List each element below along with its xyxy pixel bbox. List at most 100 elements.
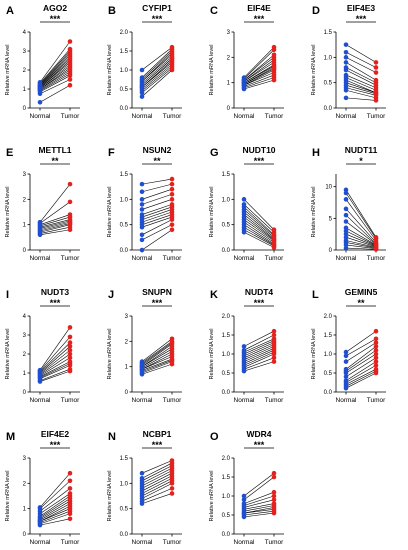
tumor-point: [169, 176, 175, 182]
normal-point: [343, 95, 349, 101]
y-axis-label: Relative mRNA level: [107, 329, 113, 380]
pair-line: [345, 79, 377, 94]
y-tick-label: 0: [23, 532, 27, 538]
normal-point: [241, 347, 247, 353]
y-tick-label: 1.0: [120, 68, 129, 74]
pair-line: [345, 67, 377, 83]
tumor-point: [67, 344, 73, 349]
y-axis-label: Relative mRNA level: [311, 45, 317, 96]
y-axis-label: Relative mRNA level: [209, 45, 215, 96]
y-tick-label: 0: [227, 106, 231, 112]
pair-line: [39, 480, 71, 509]
pair-line: [243, 351, 275, 366]
pair-line: [141, 50, 173, 80]
normal-point: [139, 181, 145, 187]
y-tick-label: 1.5: [324, 333, 333, 339]
pair-line: [39, 493, 71, 514]
y-tick-label: 4: [23, 314, 27, 320]
normal-point: [343, 212, 349, 218]
pair-line: [141, 209, 173, 220]
y-tick-label: 3: [227, 30, 231, 36]
tumor-point: [169, 336, 175, 342]
y-tick-label: 2.0: [222, 314, 231, 320]
pair-line: [141, 480, 173, 497]
pair-line: [39, 498, 71, 518]
pair-line: [141, 460, 173, 474]
tumor-point: [373, 70, 379, 75]
tumor-point: [373, 336, 379, 342]
tumor-point: [271, 227, 277, 233]
y-tick-label: 0.0: [222, 248, 231, 254]
tumor-point: [169, 222, 175, 227]
normal-point: [139, 207, 145, 212]
panel-letter: O: [210, 431, 219, 443]
y-axis-label: Relative mRNA level: [311, 329, 317, 380]
significance-label: ***: [50, 298, 61, 308]
significance-label: ***: [50, 440, 61, 450]
pair-line: [141, 356, 173, 370]
tumor-point: [67, 470, 73, 476]
y-tick-label: 0: [23, 390, 27, 396]
normal-point: [343, 190, 349, 196]
pair-line: [39, 226, 71, 234]
pair-line: [39, 357, 71, 377]
x-category-label: Tumor: [61, 397, 80, 404]
y-tick-label: 1: [125, 365, 129, 371]
pair-line: [243, 348, 275, 362]
pair-line: [243, 330, 275, 347]
pair-line: [141, 493, 173, 504]
y-tick-label: 2.0: [324, 314, 333, 320]
x-category-label: Tumor: [367, 113, 386, 120]
y-tick-label: 2: [23, 197, 27, 203]
pair-line: [243, 476, 275, 501]
tumor-point: [169, 191, 175, 197]
tumor-point: [169, 486, 175, 491]
pair-line: [39, 336, 71, 372]
tumor-point: [67, 46, 73, 52]
pair-line: [345, 69, 377, 86]
panel-letter: B: [108, 5, 116, 17]
pair-line: [243, 491, 275, 504]
y-tick-label: 0.0: [120, 248, 129, 254]
x-category-label: Tumor: [265, 397, 284, 404]
pair-line: [243, 67, 275, 85]
normal-point: [343, 245, 349, 251]
normal-point: [343, 238, 349, 243]
pair-line: [141, 348, 173, 367]
tumor-point: [271, 44, 277, 50]
y-tick-label: 2: [227, 55, 231, 61]
tumor-point: [373, 60, 379, 65]
pair-line: [39, 495, 71, 517]
tumor-point: [271, 493, 277, 499]
pair-line: [243, 211, 275, 238]
pair-line: [243, 224, 275, 245]
significance-label: ***: [254, 156, 265, 166]
normal-point: [139, 237, 145, 243]
pair-line: [243, 54, 275, 81]
y-axis-label: Relative mRNA level: [311, 187, 317, 238]
pair-line: [141, 219, 173, 236]
x-category-label: Normal: [30, 397, 52, 404]
pair-line: [39, 75, 71, 93]
pair-line: [345, 370, 377, 387]
pair-line: [39, 52, 71, 86]
tumor-point: [169, 202, 175, 207]
pair-line: [243, 216, 275, 241]
normal-point: [241, 497, 247, 503]
pair-line: [243, 204, 275, 233]
normal-point: [139, 67, 145, 73]
pair-line: [39, 56, 71, 87]
pair-line: [243, 344, 275, 359]
significance-label: ***: [152, 298, 163, 308]
pair-line: [345, 230, 377, 246]
pair-line: [141, 341, 173, 364]
y-tick-label: 2: [125, 339, 129, 345]
pair-line: [243, 49, 275, 80]
normal-point: [241, 344, 247, 349]
pair-line: [243, 509, 275, 514]
tumor-point: [67, 491, 73, 496]
tumor-point: [373, 359, 379, 364]
pair-line: [39, 361, 71, 378]
tumor-point: [271, 52, 277, 58]
